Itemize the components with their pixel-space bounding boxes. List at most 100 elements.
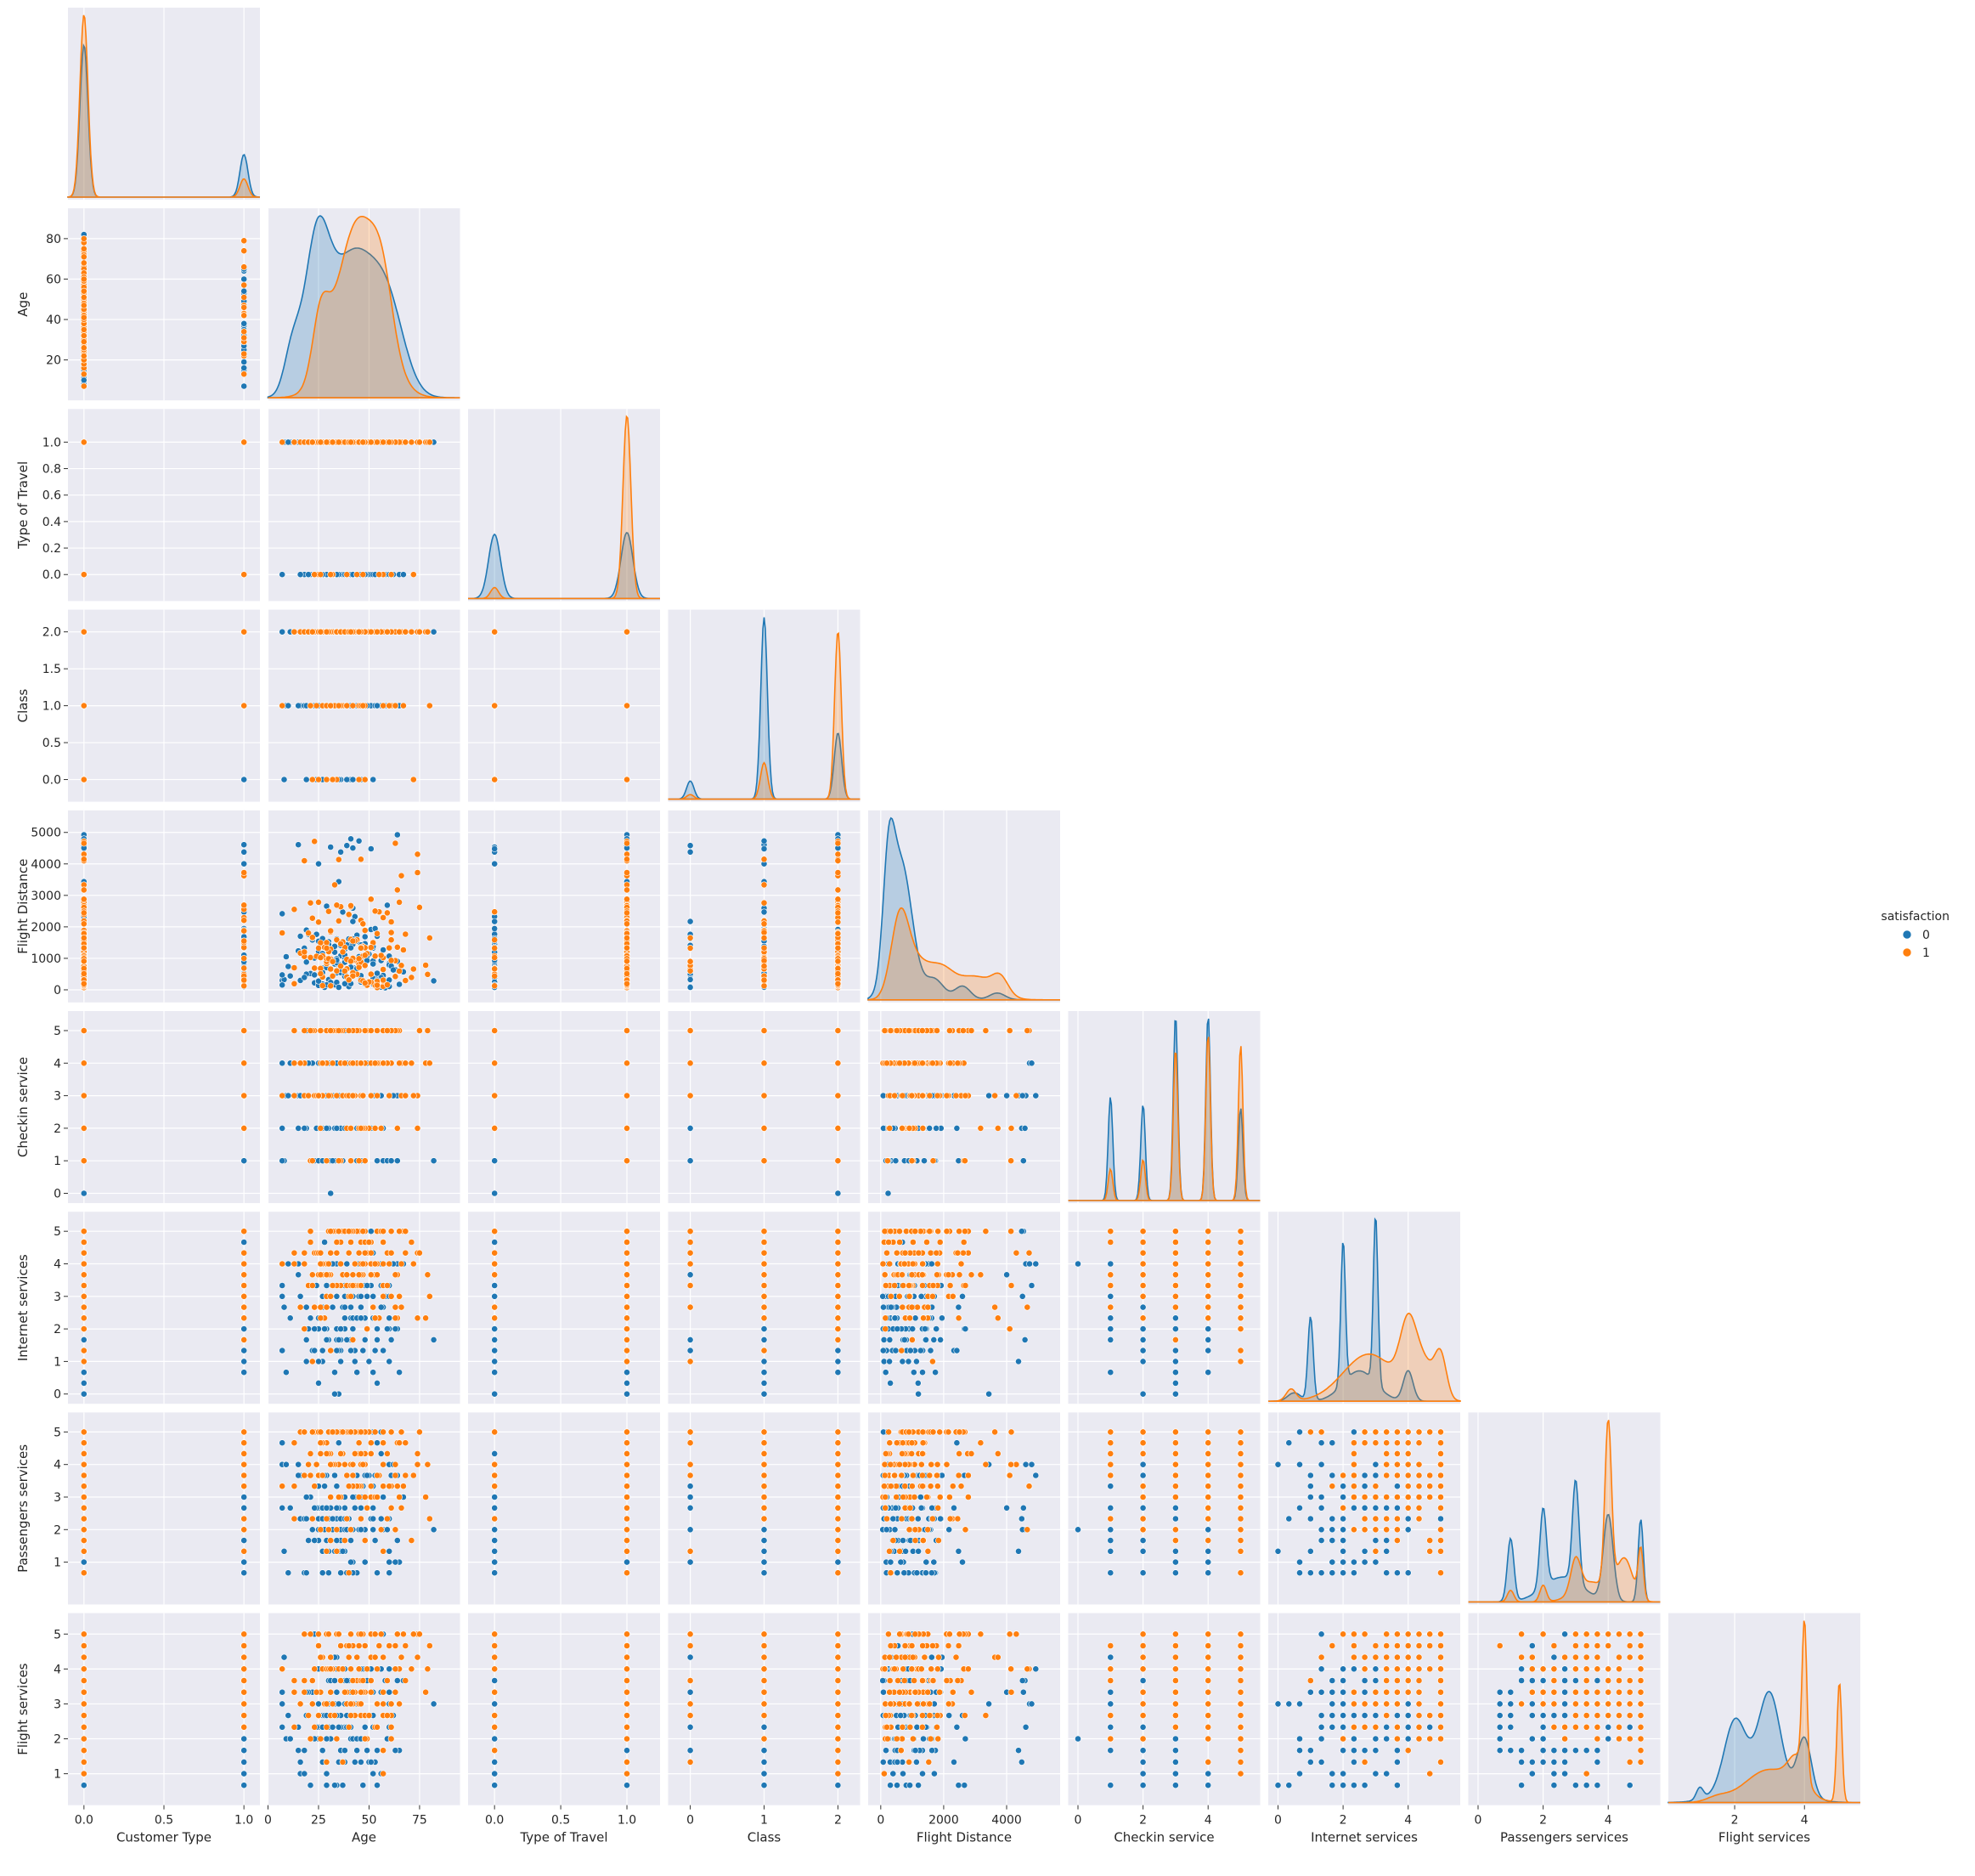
- scatter-point: [80, 234, 87, 242]
- scatter-point: [491, 918, 499, 925]
- scatter-point: [624, 958, 630, 965]
- scatter-point: [402, 1092, 409, 1099]
- scatter-point: [307, 702, 314, 709]
- scatter-point: [414, 850, 421, 858]
- scatter-point: [80, 259, 87, 267]
- scatter-point: [760, 944, 768, 952]
- scatter-point: [760, 1125, 768, 1132]
- scatter-point: [375, 571, 383, 579]
- scatter-point: [80, 1390, 87, 1398]
- scatter-point: [240, 263, 248, 271]
- scatter-point: [760, 1059, 768, 1067]
- scatter-point: [881, 1027, 889, 1034]
- scatter-point: [380, 966, 387, 973]
- scatter-point: [335, 438, 342, 446]
- panel-background: [268, 1011, 460, 1203]
- scatter-point: [327, 1027, 335, 1034]
- scatter-point: [240, 982, 248, 990]
- scatter-point: [396, 628, 403, 636]
- scatter-point: [1013, 1092, 1020, 1099]
- scatter-point: [424, 970, 432, 978]
- scatter-point: [371, 1125, 379, 1132]
- scatter-point: [347, 628, 354, 636]
- scatter-point: [80, 352, 87, 359]
- scatter-point: [899, 1092, 906, 1099]
- scatter-point: [80, 325, 87, 333]
- scatter-point: [387, 957, 395, 964]
- scatter-point: [291, 1059, 298, 1067]
- scatter-point: [491, 925, 499, 932]
- scatter-point: [491, 702, 499, 709]
- scatter-point: [409, 1092, 417, 1099]
- scatter-point: [80, 886, 87, 894]
- scatter-point: [240, 438, 248, 446]
- scatter-point: [396, 968, 403, 975]
- scatter-point: [315, 945, 322, 952]
- scatter-point: [359, 702, 367, 709]
- scatter-point: [926, 1092, 934, 1099]
- scatter-point: [240, 1092, 248, 1099]
- scatter-point: [240, 1369, 248, 1376]
- scatter-point: [240, 702, 248, 709]
- scatter-point: [331, 881, 338, 889]
- scatter-point: [317, 628, 324, 636]
- scatter-point: [361, 776, 369, 783]
- scatter-point: [349, 702, 357, 709]
- scatter-point: [371, 907, 379, 915]
- panel-3-2: [468, 609, 660, 802]
- scatter-point: [371, 952, 379, 960]
- scatter-point: [307, 899, 314, 907]
- scatter-point: [686, 1059, 694, 1067]
- scatter-point: [408, 438, 415, 446]
- scatter-point: [883, 1059, 890, 1067]
- scatter-point: [240, 1260, 248, 1268]
- scatter-point: [295, 841, 302, 849]
- scatter-point: [355, 837, 363, 845]
- scatter-point: [393, 1157, 401, 1165]
- scatter-point: [834, 918, 842, 926]
- panel-5-1: [267, 1011, 460, 1203]
- scatter-point: [834, 980, 842, 987]
- scatter-point: [408, 1059, 415, 1067]
- scatter-point: [355, 955, 363, 963]
- scatter-point: [357, 944, 364, 952]
- scatter-point: [240, 1282, 248, 1289]
- scatter-point: [834, 1189, 842, 1197]
- scatter-point: [760, 837, 768, 845]
- scatter-point: [946, 1027, 953, 1034]
- scatter-point: [301, 948, 308, 956]
- scatter-point: [313, 702, 320, 709]
- scatter-point: [834, 930, 842, 937]
- scatter-point: [279, 1125, 286, 1132]
- scatter-point: [80, 293, 87, 301]
- scatter-point: [686, 935, 694, 941]
- scatter-point: [624, 920, 630, 928]
- scatter-point: [240, 848, 248, 856]
- scatter-point: [946, 1059, 954, 1067]
- scatter-point: [491, 1125, 499, 1132]
- scatter-point: [308, 1157, 316, 1165]
- scatter-point: [80, 1358, 87, 1365]
- scatter-point: [415, 904, 423, 911]
- scatter-point: [383, 1027, 391, 1034]
- scatter-point: [240, 364, 248, 371]
- kde-curve-1: [67, 14, 260, 198]
- scatter-point: [327, 844, 335, 850]
- scatter-point: [80, 332, 87, 339]
- scatter-point: [329, 958, 336, 965]
- scatter-point: [624, 935, 630, 941]
- scatter-point: [415, 1027, 423, 1034]
- scatter-point: [834, 944, 842, 952]
- scatter-point: [377, 952, 385, 959]
- panel-5-0: [68, 1011, 260, 1203]
- scatter-point: [323, 939, 330, 946]
- scatter-point: [374, 1157, 381, 1165]
- scatter-point: [919, 1092, 926, 1099]
- scatter-point: [240, 1249, 248, 1257]
- scatter-point: [240, 303, 248, 311]
- scatter-point: [374, 438, 381, 446]
- scatter-point: [240, 1314, 248, 1322]
- scatter-point: [333, 1092, 341, 1099]
- scatter-point: [624, 909, 630, 917]
- scatter-point: [240, 1059, 248, 1067]
